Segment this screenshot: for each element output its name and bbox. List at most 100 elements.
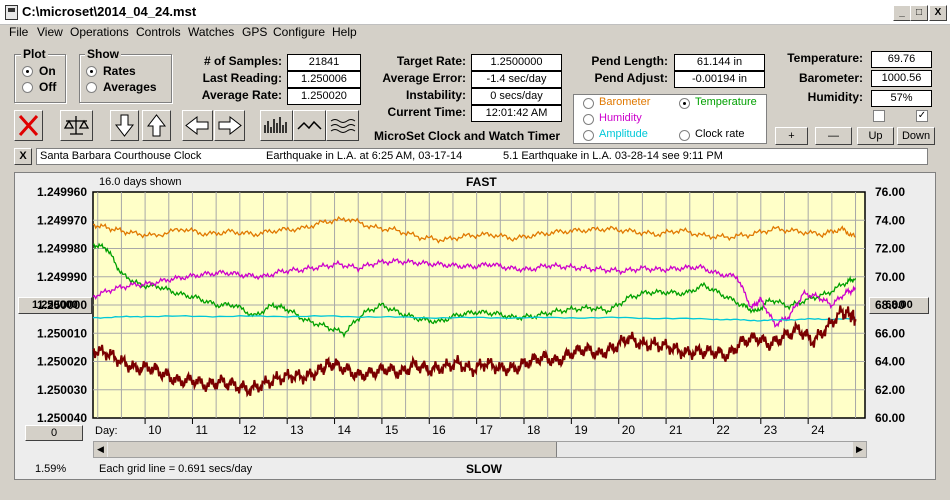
- maximize-button[interactable]: □: [910, 5, 928, 21]
- x-tick-label: 16: [432, 423, 446, 437]
- current-time-label: Current Time:: [387, 105, 466, 119]
- y-left-tick-label: 1.249970: [37, 213, 87, 227]
- barometer-radio[interactable]: [583, 98, 594, 109]
- x-tick-label: 24: [811, 423, 825, 437]
- scroll-left-arrow[interactable]: ◀: [94, 442, 107, 457]
- humidity-series-line: [92, 257, 857, 328]
- arrow-up-icon: [146, 114, 167, 137]
- x-tick-label: 14: [338, 423, 352, 437]
- x-tick-label: 20: [622, 423, 636, 437]
- up-button[interactable]: Up: [857, 127, 894, 145]
- barometer-label: Barometer:: [798, 71, 863, 85]
- x-tick-label: 19: [574, 423, 588, 437]
- menu-file[interactable]: File: [9, 25, 29, 39]
- menu-controls[interactable]: Controls: [136, 25, 181, 39]
- menu-bar: File View Operations Controls Watches GP…: [0, 24, 950, 42]
- y-right-tick-label: 74.00: [875, 213, 905, 227]
- days-shown-label: 16.0 days shown: [99, 176, 182, 188]
- menu-configure[interactable]: Configure: [273, 25, 326, 39]
- y-left-tick-label: 1.249990: [37, 270, 87, 284]
- stop-button[interactable]: [14, 110, 43, 141]
- app-icon[interactable]: [5, 5, 18, 20]
- histogram-button[interactable]: [260, 110, 293, 141]
- balance-button[interactable]: [60, 110, 93, 141]
- close-button[interactable]: X: [929, 5, 947, 21]
- y-right-tick-label: 68.00: [875, 298, 905, 312]
- up-arrow-button[interactable]: [142, 110, 171, 141]
- menu-help[interactable]: Help: [332, 25, 357, 39]
- current-time-value: 12:01:42 AM: [471, 105, 562, 122]
- clockrate-series-line: [92, 305, 857, 398]
- y-left-tick-label: 1.250000: [37, 298, 87, 312]
- temperature-value: 69.76: [871, 51, 932, 68]
- menu-view[interactable]: View: [37, 25, 63, 39]
- noise-button[interactable]: [326, 110, 359, 141]
- arrow-right-icon: [218, 115, 242, 136]
- right-checkbox[interactable]: ✓: [916, 110, 928, 122]
- window-title: C:\microset\2014_04_24.mst: [22, 4, 197, 19]
- x-tick-label: 21: [669, 423, 683, 437]
- plot-on-radio[interactable]: [22, 66, 33, 77]
- x-tick-label: 10: [148, 423, 162, 437]
- humidity-option-label: Humidity: [599, 112, 642, 124]
- pend-length-value[interactable]: 61.144 in: [674, 54, 765, 71]
- show-averages-radio[interactable]: [86, 82, 97, 93]
- offset-zero-button[interactable]: 0: [25, 425, 83, 441]
- note-2: Earthquake in L.A. at 6:25 AM, 03-17-14: [266, 150, 463, 162]
- left-arrow-button[interactable]: [182, 110, 213, 141]
- temperature-radio[interactable]: [679, 98, 690, 109]
- plot-on-label: On: [39, 64, 56, 78]
- y-right-tick-label: 60.00: [875, 411, 905, 425]
- y-right-tick-label: 72.00: [875, 242, 905, 256]
- x-tick-label: 13: [290, 423, 304, 437]
- down-arrow-button[interactable]: [110, 110, 139, 141]
- right-arrow-button[interactable]: [214, 110, 245, 141]
- center-value-button[interactable]: 1.250000: [18, 297, 92, 314]
- y-left-tick-label: 1.250010: [37, 326, 87, 340]
- plot-off-radio[interactable]: [22, 82, 33, 93]
- last-reading-value: 1.250006: [287, 71, 361, 88]
- plus-button[interactable]: +: [775, 127, 808, 145]
- left-checkbox[interactable]: [873, 110, 885, 122]
- chart-scrollbar[interactable]: ◀ ▶: [93, 441, 867, 458]
- menu-watches[interactable]: Watches: [188, 25, 235, 39]
- barometer-value: 1000.56: [871, 70, 932, 87]
- app-name-label: MicroSet Clock and Watch Timer: [374, 129, 561, 143]
- plot-group-title: Plot: [21, 47, 48, 61]
- notes-field[interactable]: Santa Barbara Courthouse Clock Earthquak…: [36, 148, 928, 165]
- humidity-radio[interactable]: [583, 114, 594, 125]
- average-rate-label: Average Rate:: [201, 88, 282, 102]
- x-tick-label: 23: [764, 423, 778, 437]
- humidity-value: 57%: [871, 90, 932, 107]
- balance-scale-icon: [63, 116, 90, 135]
- scroll-right-arrow[interactable]: ▶: [853, 442, 866, 457]
- menu-gps[interactable]: GPS: [242, 25, 268, 39]
- y-right-tick-label: 70.00: [875, 270, 905, 284]
- minimize-button[interactable]: _: [893, 5, 911, 21]
- plot-off-label: Off: [39, 80, 57, 94]
- wave-icon: [297, 120, 322, 130]
- instability-value: 0 secs/day: [471, 88, 562, 105]
- histogram-icon: [264, 117, 287, 133]
- clock-rate-option-label: Clock rate: [695, 128, 745, 140]
- barometer-series-line: [93, 215, 856, 244]
- average-error-value: -1.4 sec/day: [471, 71, 562, 88]
- minus-button[interactable]: —: [815, 127, 852, 145]
- clock-rate-radio[interactable]: [679, 130, 690, 141]
- down-button[interactable]: Down: [897, 127, 935, 145]
- smooth-button[interactable]: [293, 110, 326, 141]
- show-averages-label: Averages: [103, 80, 157, 94]
- temperature-option-label: Temperature: [695, 96, 757, 108]
- arrow-left-icon: [185, 115, 209, 136]
- samples-value: 21841: [287, 54, 361, 71]
- x-tick-label: 15: [385, 423, 399, 437]
- notes-close-button[interactable]: X: [14, 148, 32, 165]
- menu-operations[interactable]: Operations: [70, 25, 129, 39]
- right-center-value-button[interactable]: 68.00: [869, 297, 929, 314]
- target-rate-value[interactable]: 1.2500000: [471, 54, 562, 71]
- amplitude-radio[interactable]: [583, 130, 594, 141]
- x-tick-label: 12: [243, 423, 257, 437]
- show-rates-radio[interactable]: [86, 66, 97, 77]
- humidity-label: Humidity:: [807, 90, 863, 104]
- scroll-thumb[interactable]: [108, 442, 557, 457]
